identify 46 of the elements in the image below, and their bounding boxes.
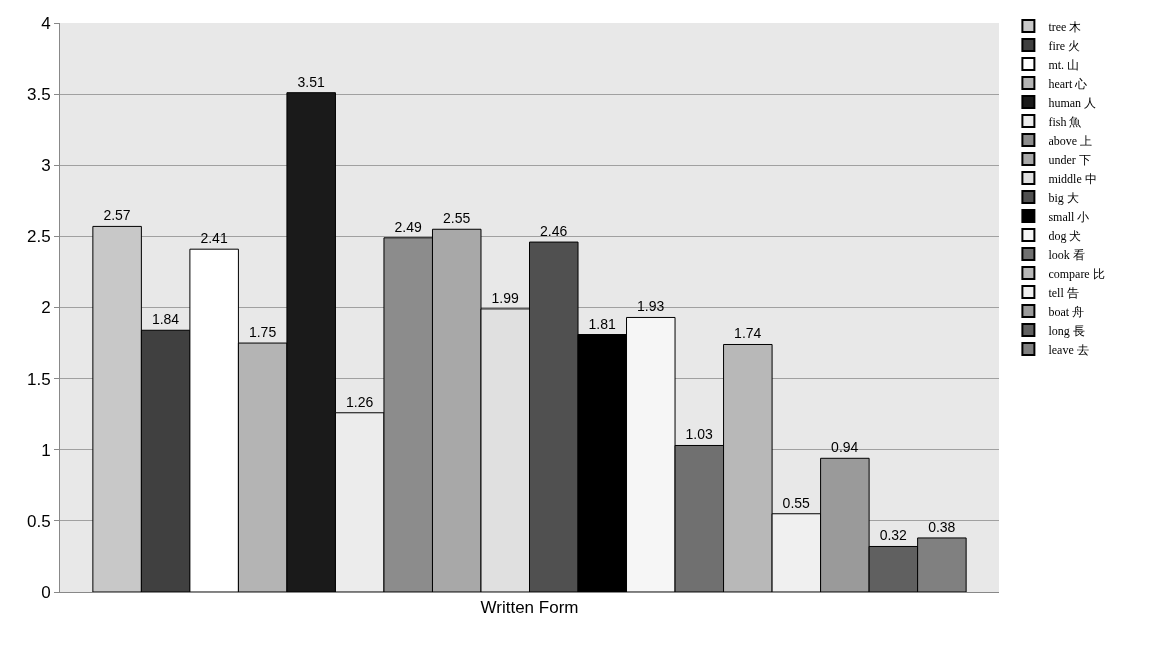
legend-label: tree 木 xyxy=(1048,19,1082,34)
legend-label: big 大 xyxy=(1048,190,1079,205)
legend-label: mt. 山 xyxy=(1048,57,1080,72)
legend-label: look 看 xyxy=(1048,247,1085,262)
y-tick-label: 3 xyxy=(41,156,51,176)
y-tick-label: 2 xyxy=(41,298,51,318)
data-label: 1.81 xyxy=(588,315,617,332)
y-tick-label: 3.5 xyxy=(26,85,51,105)
x-tick-label: Written Form xyxy=(480,598,579,618)
legend-label: tell 告 xyxy=(1048,285,1079,300)
legend-label: fish 魚 xyxy=(1048,114,1082,129)
legend-label: compare 比 xyxy=(1048,266,1105,281)
data-label: 1.99 xyxy=(491,289,519,306)
legend-label: middle 中 xyxy=(1048,171,1097,186)
data-label: 2.55 xyxy=(443,210,471,227)
data-label: 2.41 xyxy=(200,230,228,247)
data-label: 0.38 xyxy=(928,518,956,535)
y-tick-label: 1 xyxy=(41,440,51,460)
legend-label: boat 舟 xyxy=(1048,304,1085,319)
data-label: 1.26 xyxy=(345,393,374,410)
data-label: 1.03 xyxy=(685,426,714,443)
legend-label: long 長 xyxy=(1048,323,1085,338)
data-label: 1.84 xyxy=(151,311,180,328)
legend-label: heart 心 xyxy=(1048,76,1088,91)
legend-label: leave 去 xyxy=(1048,342,1089,357)
data-label: 1.93 xyxy=(637,298,665,315)
legend-label: above 上 xyxy=(1048,133,1093,148)
y-tick-label: 1.5 xyxy=(26,369,51,389)
y-tick-label: 4 xyxy=(41,13,51,33)
legend-label: human 人 xyxy=(1048,95,1097,110)
data-label: 0.32 xyxy=(879,527,908,544)
data-label: 2.57 xyxy=(103,207,131,224)
y-tick-label: 0.5 xyxy=(26,511,51,531)
legend-label: dog 犬 xyxy=(1048,228,1082,243)
data-label: 2.46 xyxy=(540,223,568,240)
y-tick-label: 0 xyxy=(41,582,51,602)
legend-label: under 下 xyxy=(1048,152,1091,167)
data-label: 0.94 xyxy=(831,439,859,456)
legend-label: small 小 xyxy=(1048,209,1090,224)
data-label: 1.75 xyxy=(248,324,277,341)
data-label: 0.55 xyxy=(782,494,811,511)
data-label: 2.49 xyxy=(394,218,422,235)
legend-label: fire 火 xyxy=(1048,38,1081,53)
data-label: 3.51 xyxy=(297,73,325,90)
data-label: 1.74 xyxy=(734,325,762,342)
y-tick-label: 2.5 xyxy=(26,227,51,247)
